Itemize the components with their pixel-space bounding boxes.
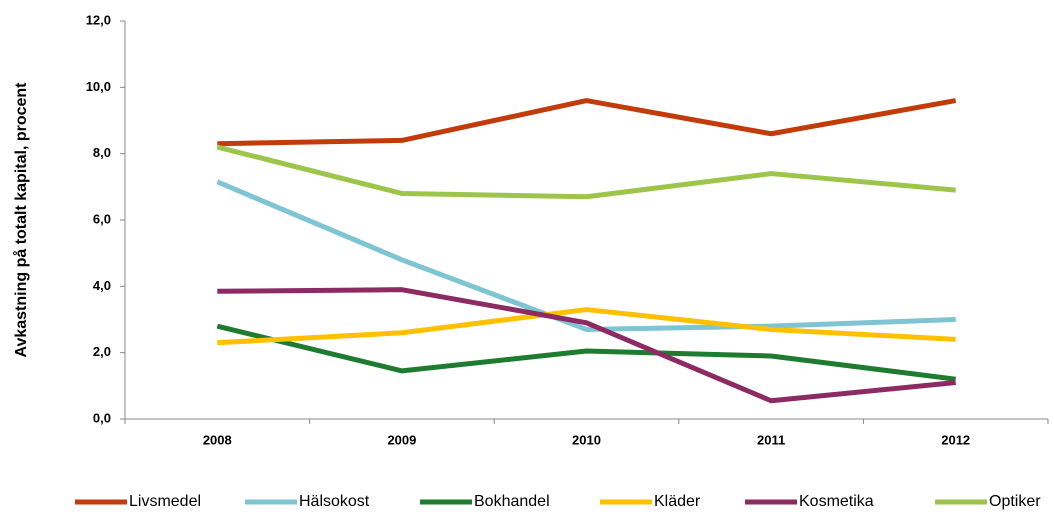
- series-line: [217, 287, 956, 404]
- legend-label: Bokhandel: [474, 493, 550, 510]
- y-tick-label: 12,0: [86, 12, 111, 27]
- y-tick-label: 6,0: [93, 211, 111, 226]
- x-tick-label: 2009: [387, 432, 416, 447]
- series-line: [217, 307, 956, 346]
- series-line: [217, 98, 957, 147]
- series-line: [216, 179, 956, 332]
- legend-label: Kosmetika: [799, 493, 874, 510]
- y-axis-label: Avkastning på totalt kapital, procent: [12, 82, 30, 358]
- x-tick-label: 2008: [203, 432, 232, 447]
- legend-label: Livsmedel: [129, 493, 201, 510]
- y-tick-label: 4,0: [93, 278, 111, 293]
- legend-label: Optiker: [989, 493, 1041, 510]
- x-tick-label: 2011: [757, 432, 785, 447]
- y-tick-label: 10,0: [86, 79, 111, 94]
- series-line: [216, 323, 957, 382]
- legend-label: Kläder: [654, 493, 701, 510]
- x-tick-label: 2012: [941, 432, 970, 447]
- x-tick-label: 2010: [572, 432, 601, 447]
- series-line: [216, 144, 956, 200]
- legend-label: Hälsokost: [299, 493, 370, 510]
- y-tick-label: 2,0: [93, 344, 111, 359]
- y-tick-label: 0,0: [93, 410, 111, 425]
- y-tick-label: 8,0: [93, 145, 111, 160]
